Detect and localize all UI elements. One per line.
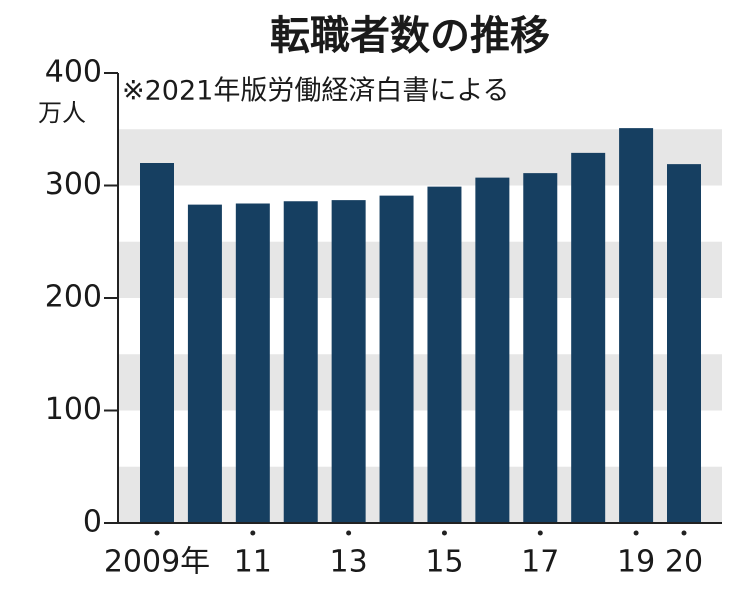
bar (187, 204, 222, 523)
x-tick-dot (154, 530, 160, 536)
bar (475, 177, 510, 523)
y-tick-label: 300 (45, 167, 102, 202)
x-tick-label: 19 (617, 545, 655, 580)
x-tick-dot (250, 530, 256, 536)
chart-title: 転職者数の推移 (270, 13, 550, 59)
y-tick-label: 200 (45, 280, 102, 315)
bar (619, 128, 654, 523)
bar (379, 195, 414, 523)
y-tick-label: 400 (45, 55, 102, 90)
bar (140, 163, 174, 523)
y-axis-label: 万人 (38, 99, 86, 127)
x-tick-dot (346, 530, 352, 536)
bar (235, 203, 270, 523)
x-tick-dot (441, 530, 447, 536)
bar (283, 201, 318, 523)
chart-subtitle: ※2021年版労働経済白書による (122, 76, 510, 107)
x-tick-label: 11 (234, 545, 272, 580)
y-tick-label: 100 (45, 392, 102, 427)
bar (571, 152, 606, 523)
x-tick-dot (681, 530, 687, 536)
x-tick-label: 2009年 (104, 545, 210, 580)
y-tick-label: 0 (83, 505, 102, 540)
bar (331, 200, 366, 523)
x-tick-label: 13 (330, 545, 368, 580)
bar (427, 186, 462, 523)
x-tick-label: 20 (665, 545, 703, 580)
x-tick-label: 17 (521, 545, 559, 580)
x-tick-label: 15 (425, 545, 463, 580)
x-tick-dot (537, 530, 543, 536)
bar (523, 173, 558, 523)
x-tick-dot (633, 530, 639, 536)
bar (667, 164, 701, 523)
